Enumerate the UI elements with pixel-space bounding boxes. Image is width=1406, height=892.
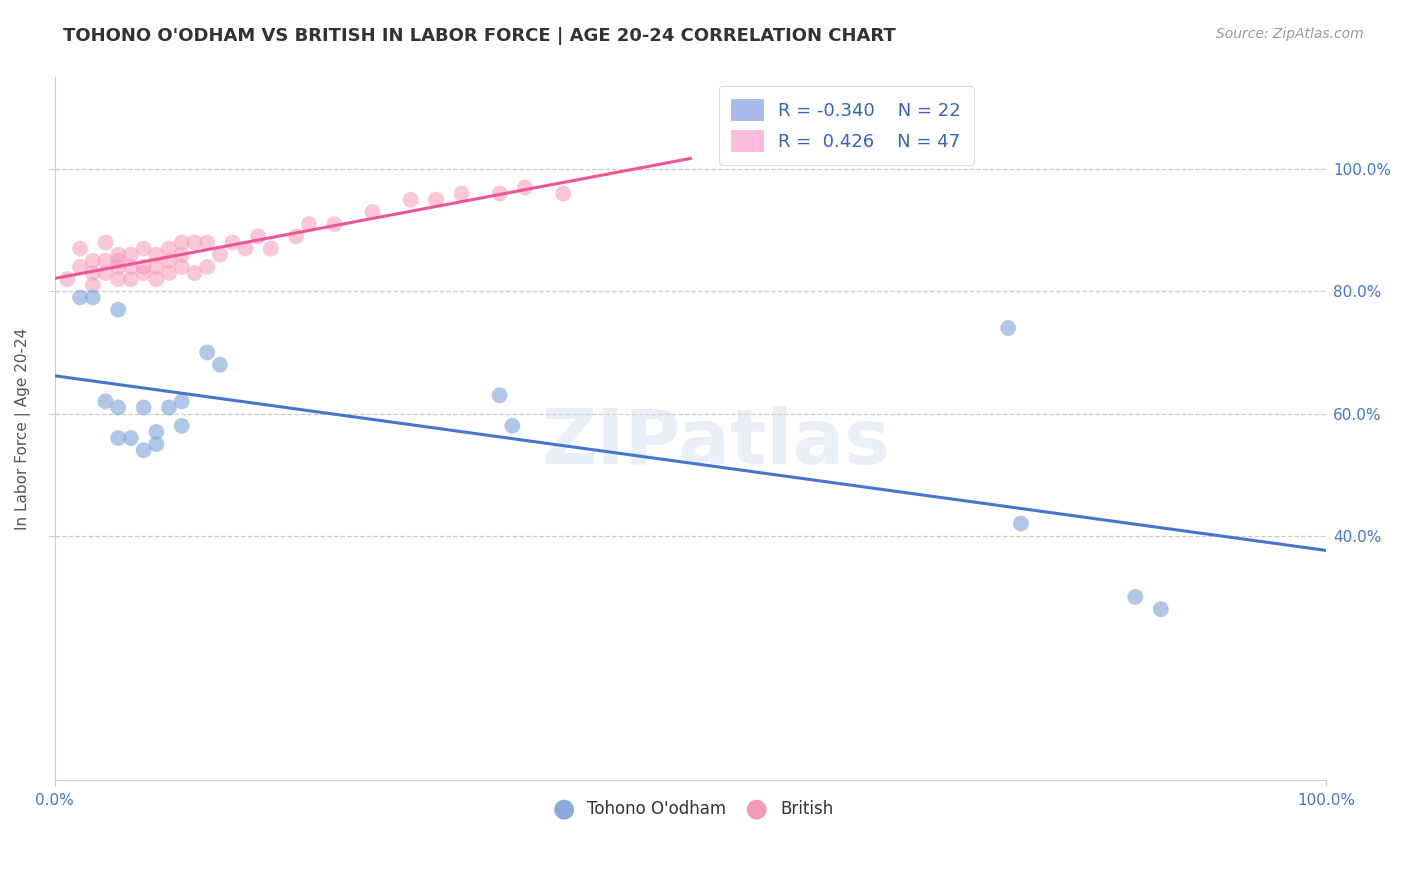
Point <box>501 418 523 433</box>
Point <box>170 394 193 409</box>
Point <box>157 242 180 256</box>
Point <box>145 272 167 286</box>
Point <box>107 302 129 317</box>
Point <box>69 242 91 256</box>
Point <box>94 235 117 250</box>
Point <box>82 290 104 304</box>
Y-axis label: In Labor Force | Age 20-24: In Labor Force | Age 20-24 <box>15 327 31 530</box>
Point <box>170 248 193 262</box>
Point <box>450 186 472 201</box>
Point <box>183 235 205 250</box>
Point <box>208 358 231 372</box>
Point <box>132 266 155 280</box>
Point <box>997 321 1019 335</box>
Point <box>94 266 117 280</box>
Point <box>120 260 142 274</box>
Point <box>323 217 346 231</box>
Point <box>120 431 142 445</box>
Point <box>170 235 193 250</box>
Point <box>145 437 167 451</box>
Text: ZIPatlas: ZIPatlas <box>541 406 890 480</box>
Text: Source: ZipAtlas.com: Source: ZipAtlas.com <box>1216 27 1364 41</box>
Point <box>208 248 231 262</box>
Point <box>488 186 510 201</box>
Point <box>107 248 129 262</box>
Point <box>157 266 180 280</box>
Point <box>107 253 129 268</box>
Point <box>1123 590 1146 604</box>
Point <box>82 253 104 268</box>
Point <box>553 186 575 201</box>
Point <box>94 253 117 268</box>
Point <box>247 229 270 244</box>
Point <box>221 235 243 250</box>
Point <box>107 401 129 415</box>
Point <box>82 278 104 293</box>
Point <box>260 242 283 256</box>
Point <box>107 272 129 286</box>
Point <box>107 431 129 445</box>
Point <box>94 394 117 409</box>
Point <box>298 217 321 231</box>
Point <box>56 272 79 286</box>
Point <box>132 242 155 256</box>
Point <box>513 180 536 194</box>
Point <box>170 418 193 433</box>
Point <box>132 443 155 458</box>
Point <box>170 260 193 274</box>
Point <box>361 205 384 219</box>
Point <box>132 260 155 274</box>
Legend: Tohono O'odham, British: Tohono O'odham, British <box>541 793 839 825</box>
Point <box>157 253 180 268</box>
Point <box>488 388 510 402</box>
Point <box>145 425 167 439</box>
Point <box>183 266 205 280</box>
Point <box>145 260 167 274</box>
Point <box>195 235 218 250</box>
Point <box>195 260 218 274</box>
Point <box>120 272 142 286</box>
Point <box>69 260 91 274</box>
Point <box>285 229 308 244</box>
Point <box>120 248 142 262</box>
Point <box>233 242 256 256</box>
Point <box>69 290 91 304</box>
Point <box>1010 516 1032 531</box>
Point <box>195 345 218 359</box>
Text: TOHONO O'ODHAM VS BRITISH IN LABOR FORCE | AGE 20-24 CORRELATION CHART: TOHONO O'ODHAM VS BRITISH IN LABOR FORCE… <box>63 27 896 45</box>
Point <box>107 260 129 274</box>
Point <box>157 401 180 415</box>
Point <box>425 193 447 207</box>
Point <box>132 401 155 415</box>
Point <box>1150 602 1173 616</box>
Point <box>399 193 422 207</box>
Point <box>145 248 167 262</box>
Point <box>82 266 104 280</box>
